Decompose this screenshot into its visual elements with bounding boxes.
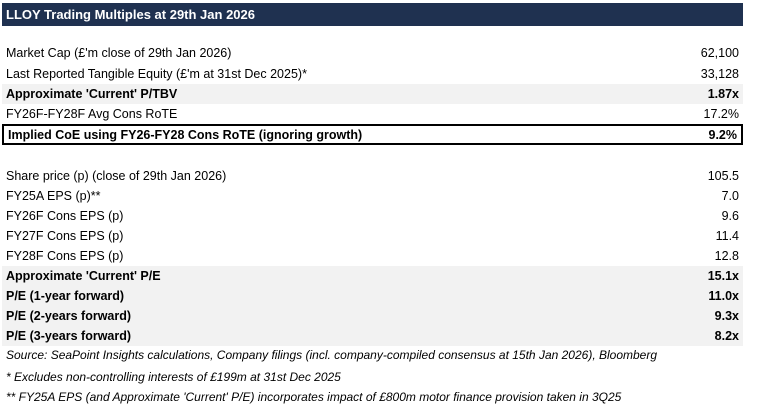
footnote-tangible-equity: * Excludes non-controlling interests of …	[6, 370, 341, 384]
row-value: 11.0x	[708, 289, 739, 303]
row-current-ptbv: Approximate 'Current' P/TBV 1.87x	[2, 84, 743, 104]
row-label: P/E (1-year forward)	[6, 289, 125, 303]
table-title: LLOY Trading Multiples at 29th Jan 2026	[2, 3, 743, 26]
row-value: 9.2%	[708, 127, 738, 142]
row-value: 7.0	[721, 189, 739, 203]
row-label: P/E (3-years forward)	[6, 329, 132, 343]
row-current-pe: Approximate 'Current' P/E 15.1x	[2, 266, 743, 286]
row-value: 62,100	[700, 46, 739, 60]
row-label: Market Cap (£'m close of 29th Jan 2026)	[6, 46, 232, 60]
row-value: 105.5	[707, 169, 739, 183]
row-pe-1y: P/E (1-year forward) 11.0x	[2, 286, 743, 306]
row-label: Implied CoE using FY26-FY28 Cons RoTE (i…	[8, 127, 363, 142]
row-value: 1.87x	[707, 87, 739, 101]
row-label: Share price (p) (close of 29th Jan 2026)	[6, 169, 227, 183]
row-label: FY28F Cons EPS (p)	[6, 249, 124, 263]
row-label: FY26F Cons EPS (p)	[6, 209, 124, 223]
row-avg-cons-rote: FY26F-FY28F Avg Cons RoTE 17.2%	[2, 104, 743, 124]
row-value: 8.2x	[714, 329, 739, 343]
row-value: 9.3x	[714, 309, 739, 323]
row-label: FY27F Cons EPS (p)	[6, 229, 124, 243]
row-implied-coe: Implied CoE using FY26-FY28 Cons RoTE (i…	[2, 124, 743, 145]
row-fy25a-eps: FY25A EPS (p)** 7.0	[2, 186, 743, 206]
row-label: FY26F-FY28F Avg Cons RoTE	[6, 107, 178, 121]
row-value: 12.8	[714, 249, 739, 263]
row-market-cap: Market Cap (£'m close of 29th Jan 2026) …	[2, 43, 743, 63]
row-fy28f-eps: FY28F Cons EPS (p) 12.8	[2, 246, 743, 266]
row-fy27f-eps: FY27F Cons EPS (p) 11.4	[2, 226, 743, 246]
row-pe-3y: P/E (3-years forward) 8.2x	[2, 326, 743, 346]
row-value: 17.2%	[703, 107, 739, 121]
row-label: P/E (2-years forward)	[6, 309, 132, 323]
row-label: Last Reported Tangible Equity (£'m at 31…	[6, 67, 307, 81]
row-value: 11.4	[715, 229, 739, 243]
row-share-price: Share price (p) (close of 29th Jan 2026)…	[2, 166, 743, 186]
row-label: FY25A EPS (p)**	[6, 189, 101, 203]
footnote-eps: ** FY25A EPS (and Approximate 'Current' …	[6, 390, 622, 404]
row-tangible-equity: Last Reported Tangible Equity (£'m at 31…	[2, 64, 743, 84]
row-label: Approximate 'Current' P/TBV	[6, 87, 178, 101]
row-fy26f-eps: FY26F Cons EPS (p) 9.6	[2, 206, 743, 226]
row-label: Approximate 'Current' P/E	[6, 269, 161, 283]
row-value: 9.6	[721, 209, 739, 223]
row-pe-2y: P/E (2-years forward) 9.3x	[2, 306, 743, 326]
source-note: Source: SeaPoint Insights calculations, …	[6, 348, 658, 362]
row-value: 15.1x	[707, 269, 739, 283]
row-value: 33,128	[700, 67, 739, 81]
